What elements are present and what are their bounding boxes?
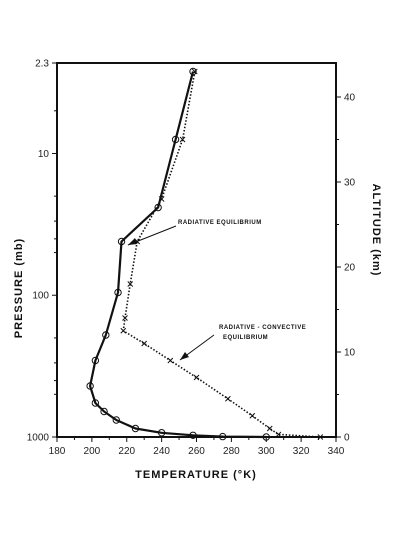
- series-2-point: [127, 281, 134, 287]
- series-1-point: [171, 135, 180, 144]
- pressure-tick-label: 10: [38, 149, 50, 160]
- x-tick-label: 220: [118, 446, 135, 457]
- series-2-point: [122, 315, 128, 321]
- series-1-point: [189, 431, 197, 439]
- series-2-point: [249, 412, 256, 419]
- series-1-point: [131, 424, 140, 433]
- x-tick-label: 300: [258, 446, 275, 457]
- annotation-arrowhead-convective: [180, 352, 189, 360]
- series-line-1: [89, 71, 267, 439]
- altitude-tick-label: 40: [344, 93, 356, 104]
- series-2-point: [275, 431, 282, 438]
- series-2-point: [120, 327, 127, 334]
- series-1-point: [112, 416, 120, 424]
- x-tick-label: 200: [84, 446, 101, 457]
- pressure-tick-label: 1000: [27, 433, 50, 444]
- series-2-point: [317, 434, 324, 440]
- series-1-point: [91, 399, 100, 407]
- altitude-axis: 0 10 20 30 40: [336, 93, 356, 444]
- series-2-point: [266, 425, 273, 432]
- altitude-tick-label: 20: [344, 263, 356, 274]
- series-1-point: [114, 288, 122, 297]
- series-layer: [86, 67, 324, 441]
- series-2-point: [193, 374, 200, 381]
- series-1-point: [218, 432, 227, 441]
- series-1-point: [102, 331, 110, 339]
- x-tick-label: 240: [153, 446, 170, 457]
- series-1-point: [154, 203, 162, 212]
- annotation-equilibrium: EQUILIBRIUM: [223, 335, 268, 341]
- series-2-point: [167, 357, 174, 364]
- series-1-point: [117, 237, 126, 246]
- series-2-point: [141, 340, 148, 347]
- series-1-point: [86, 382, 94, 390]
- x-tick-label: 180: [49, 446, 66, 457]
- x-tick-label: 320: [293, 446, 310, 457]
- series-1-point: [262, 433, 270, 441]
- series-2-point: [158, 196, 165, 202]
- x-axis-title: TEMPERATURE (°K): [135, 469, 257, 481]
- altitude-tick-label: 0: [344, 433, 350, 444]
- altitude-axis-title: ALTITUDE (km): [370, 184, 382, 277]
- annotation-radiative-convective: RADIATIVE - CONVECTIVE: [219, 325, 306, 331]
- pressure-axis-title: PRESSURE (mb): [13, 238, 25, 338]
- x-tick-label: 260: [188, 446, 205, 457]
- altitude-tick-label: 30: [344, 178, 356, 189]
- annotation-arrowhead-radiative: [128, 238, 137, 245]
- series-2-point: [179, 136, 186, 143]
- plot-frame: [56, 62, 337, 438]
- pressure-tick-label: 2.3: [35, 59, 49, 70]
- series-1-point: [91, 356, 100, 365]
- series-1-point: [189, 67, 197, 76]
- x-tick-label: 280: [223, 446, 240, 457]
- series-line-2: [122, 71, 321, 438]
- series-2-point: [225, 395, 231, 402]
- annotation-radiative-equilibrium: RADIATIVE EQUILIBRIUM: [178, 220, 262, 226]
- pressure-axis: 2.3 10 100 1000: [27, 59, 57, 444]
- x-axis: 180 200 220 240 260 280 300 320 340: [49, 437, 345, 457]
- series-2-point: [191, 68, 198, 75]
- altitude-tick-label: 10: [344, 348, 356, 359]
- x-tick-label: 340: [328, 446, 345, 457]
- pressure-tick-label: 100: [32, 291, 49, 302]
- series-1-point: [157, 429, 166, 437]
- series-1-point: [100, 407, 108, 416]
